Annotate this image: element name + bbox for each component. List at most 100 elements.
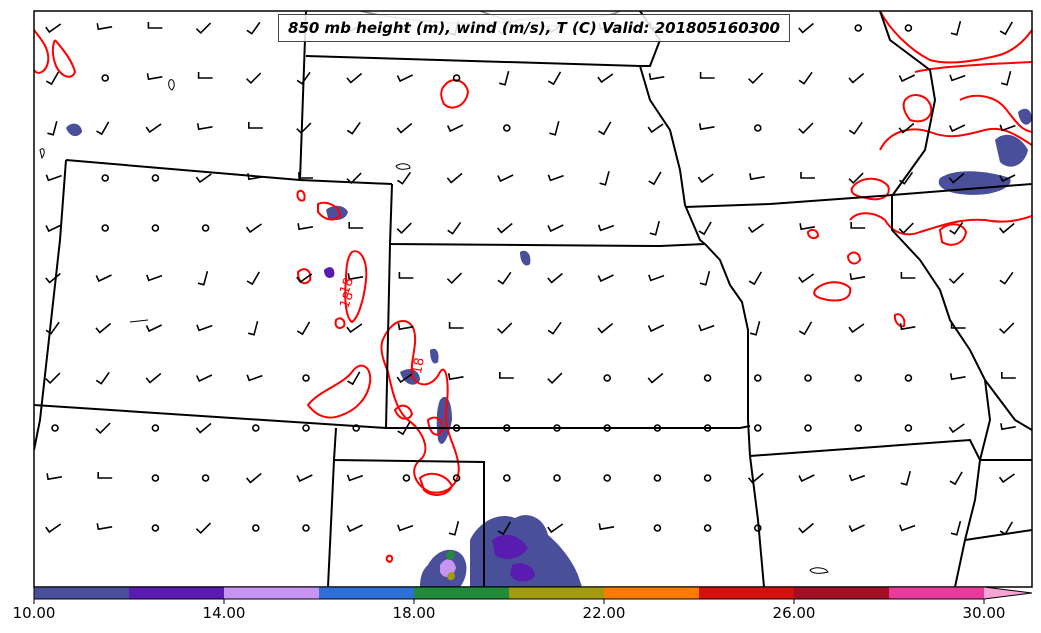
wind-barb — [1001, 372, 1016, 379]
state-borders — [34, 11, 1032, 587]
calm-wind-circle — [101, 174, 109, 182]
temperature-contours — [34, 11, 1032, 564]
wind-barb — [900, 470, 911, 486]
wind-barb — [898, 74, 916, 83]
shaded-region-east — [995, 134, 1028, 167]
wind-barb — [848, 172, 864, 185]
wind-barb — [898, 222, 914, 235]
colorbar-segment — [699, 587, 795, 599]
calm-wind-circle — [452, 424, 461, 432]
wind-barb — [848, 474, 866, 482]
wind-barb — [346, 72, 363, 84]
wind-barb — [147, 22, 163, 29]
calm-wind-circle — [753, 524, 762, 532]
colorbar-segment — [34, 587, 130, 599]
wind-barb — [798, 321, 813, 336]
wind-barb — [1000, 423, 1016, 431]
wind-barb — [45, 174, 62, 182]
wind-barb — [245, 223, 262, 234]
wind-barb — [346, 121, 361, 135]
wind-barb — [597, 322, 614, 334]
lake-outlines — [39, 79, 829, 574]
wind-barb — [950, 20, 962, 36]
wind-barb — [699, 270, 711, 286]
shaded-region-kansas — [520, 250, 531, 266]
wind-barb — [697, 173, 714, 184]
wind-barb — [95, 322, 112, 334]
calm-wind-circle — [402, 474, 411, 482]
wind-barb — [597, 73, 614, 84]
wind-barb — [197, 270, 209, 286]
wind-barb — [196, 123, 213, 131]
wind-barb — [296, 122, 312, 135]
wind-barb — [195, 422, 212, 434]
calm-wind-circle — [904, 424, 913, 432]
wind-barb — [397, 421, 411, 436]
wind-barb — [999, 521, 1013, 536]
wind-barb — [899, 171, 914, 185]
wind-barb — [246, 271, 260, 286]
calm-wind-circle — [653, 474, 662, 482]
calm-wind-circle — [302, 374, 310, 382]
calm-wind-circle — [854, 374, 863, 382]
wind-barb — [699, 72, 715, 79]
calm-wind-circle — [703, 424, 712, 432]
wind-barb — [999, 322, 1015, 335]
colorbar-tick-label: 10.00 — [12, 604, 56, 622]
wind-barb — [999, 124, 1016, 132]
calm-wind-circle — [502, 124, 511, 132]
calm-wind-circle — [553, 424, 561, 432]
wind-barb — [447, 221, 462, 235]
wind-barb — [999, 21, 1013, 36]
calm-wind-circle — [753, 124, 762, 132]
wind-barb — [949, 471, 963, 486]
wind-barb — [848, 524, 865, 533]
calm-wind-circle — [302, 524, 310, 532]
wind-barb — [949, 373, 966, 381]
wind-barb — [547, 372, 563, 385]
contour-label: 18 — [337, 290, 357, 311]
wind-barb — [346, 323, 363, 334]
calm-wind-circle — [854, 424, 863, 432]
wind-barb — [145, 324, 163, 333]
wind-barb — [950, 520, 962, 536]
wind-barb — [448, 520, 460, 536]
colorbar-tick-label: 14.00 — [202, 604, 246, 622]
wind-barb — [497, 521, 511, 536]
wind-barb — [747, 472, 764, 484]
wind-barb — [698, 123, 715, 131]
calm-wind-circle — [151, 524, 160, 532]
wind-barb — [248, 122, 263, 129]
colorbar-tick-label: 22.00 — [582, 604, 626, 622]
wind-barb — [396, 222, 412, 235]
colorbar-segment — [319, 587, 415, 599]
calm-wind-circle — [553, 474, 561, 482]
shaded-region-colorado — [326, 205, 348, 220]
wind-barb — [848, 72, 865, 84]
contour-labels: 18 18 18 — [337, 276, 427, 376]
calm-wind-circle — [101, 224, 109, 232]
calm-wind-circle — [252, 524, 260, 532]
wind-barb — [298, 172, 313, 179]
wind-barb — [397, 323, 414, 331]
wind-barb — [45, 272, 61, 284]
wind-barb — [196, 324, 213, 332]
wind-barb — [95, 422, 111, 435]
wind-barb — [95, 371, 110, 385]
wind-glyphs — [45, 20, 1016, 536]
wind-barb — [598, 121, 612, 136]
wind-barb — [145, 123, 162, 134]
wind-barb — [597, 224, 615, 232]
calm-wind-circle — [753, 374, 762, 382]
wind-barb — [245, 472, 262, 484]
calm-wind-circle — [603, 474, 612, 482]
wind-barb — [948, 423, 965, 434]
colorbar-segment — [224, 587, 320, 599]
colorbar — [33, 586, 1033, 604]
wind-barb — [748, 72, 764, 85]
wind-barb — [45, 224, 62, 233]
calm-wind-circle — [101, 74, 109, 82]
wind-barb — [296, 71, 311, 85]
wind-barb — [899, 323, 916, 331]
calm-wind-circle — [703, 524, 712, 532]
